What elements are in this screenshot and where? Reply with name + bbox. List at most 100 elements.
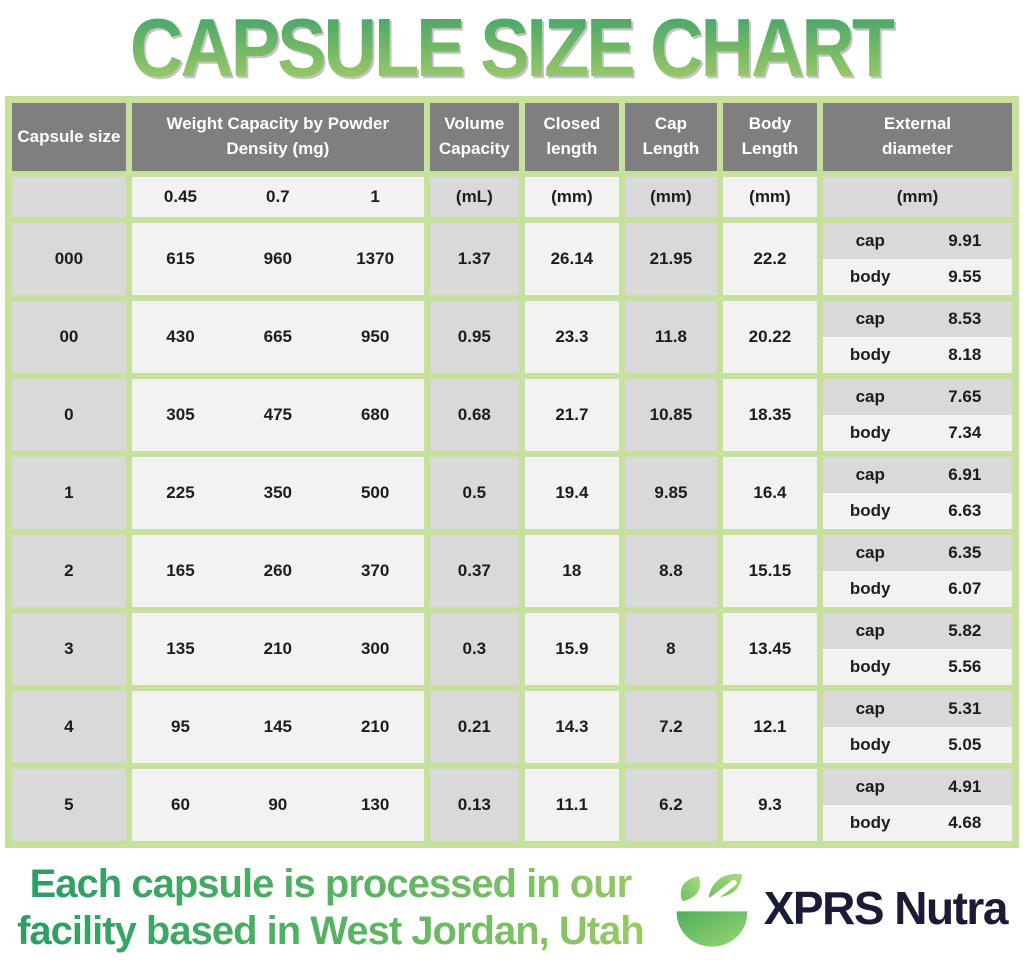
- brand-logo-lockup: XPRS Nutra: [670, 866, 1008, 950]
- capsule-size-cell: 00: [12, 301, 126, 373]
- external-body-row: body 6.63: [822, 493, 1012, 529]
- closed-length-cell: 18: [524, 535, 619, 607]
- external-diameter-cell: cap 7.65 body 7.34: [822, 379, 1012, 451]
- cap-diameter-value: 4.91: [948, 777, 982, 796]
- external-diameter-cell: cap 5.82 body 5.56: [822, 613, 1012, 685]
- unit-density-1: 1: [370, 187, 380, 206]
- weight-capacity-cell: 60 90 130: [131, 769, 424, 841]
- external-cap-row: cap 6.35: [822, 535, 1012, 571]
- weight-capacity-cell: 430 665 950: [131, 301, 424, 373]
- weight-1-value: 1370: [356, 249, 395, 268]
- external-diameter-cell: cap 6.91 body 6.63: [822, 457, 1012, 529]
- body-diameter-value: 8.18: [948, 345, 982, 364]
- body-length-cell: 13.45: [722, 613, 817, 685]
- cap-diameter-value: 6.35: [948, 543, 982, 562]
- cap-diameter-value: 8.53: [948, 309, 982, 328]
- cap-diameter-value: 7.65: [948, 387, 982, 406]
- external-diameter-cell: cap 8.53 body 8.18: [822, 301, 1012, 373]
- external-diameter-cell: cap 4.91 body 4.68: [822, 769, 1012, 841]
- body-length-cell: 22.2: [722, 223, 817, 295]
- weight-045-value: 95: [171, 717, 190, 736]
- cap-length-cell: 7.2: [624, 691, 717, 763]
- weight-07-value: 145: [263, 717, 292, 736]
- weight-07-value: 665: [263, 327, 292, 346]
- body-length-cell: 9.3: [722, 769, 817, 841]
- cap-length-cell: 8.8: [624, 535, 717, 607]
- header-body-length: Body Length: [722, 103, 817, 171]
- external-cap-row: cap 4.91: [822, 769, 1012, 805]
- cap-diameter-value: 5.82: [948, 621, 982, 640]
- external-cap-row: cap 6.91: [822, 457, 1012, 493]
- external-cap-row: cap 7.65: [822, 379, 1012, 415]
- capsule-size-cell: 000: [12, 223, 126, 295]
- external-body-row: body 4.68: [822, 805, 1012, 841]
- footer: Each capsule is processed in our facilit…: [0, 848, 1024, 966]
- body-diameter-value: 5.56: [948, 657, 982, 676]
- capsule-size-table: Capsule size Weight Capacity by Powder D…: [5, 96, 1019, 848]
- weight-045-value: 165: [166, 561, 195, 580]
- unit-body: (mm): [722, 177, 817, 217]
- body-label: body: [849, 345, 891, 364]
- external-body-row: body 8.18: [822, 337, 1012, 373]
- cap-label: cap: [855, 387, 885, 406]
- external-cap-row: cap 9.91: [822, 223, 1012, 259]
- weight-07-value: 350: [263, 483, 292, 502]
- body-label: body: [849, 267, 891, 286]
- body-diameter-value: 6.63: [948, 501, 982, 520]
- external-diameter-cell: cap 6.35 body 6.07: [822, 535, 1012, 607]
- weight-045-value: 305: [166, 405, 195, 424]
- weight-1-value: 500: [360, 483, 390, 502]
- external-body-row: body 7.34: [822, 415, 1012, 451]
- weight-capacity-cell: 225 350 500: [131, 457, 424, 529]
- body-length-cell: 16.4: [722, 457, 817, 529]
- closed-length-cell: 19.4: [524, 457, 619, 529]
- unit-volume: (mL): [429, 177, 519, 217]
- body-label: body: [849, 423, 891, 442]
- header-cap-length: Cap Length: [624, 103, 717, 171]
- cap-diameter-value: 6.91: [948, 465, 982, 484]
- volume-cell: 0.13: [429, 769, 519, 841]
- weight-045-value: 430: [166, 327, 195, 346]
- body-diameter-value: 5.05: [948, 735, 982, 754]
- cap-length-cell: 6.2: [624, 769, 717, 841]
- weight-045-value: 225: [166, 483, 195, 502]
- unit-cap: (mm): [624, 177, 717, 217]
- body-label: body: [849, 813, 891, 832]
- capsule-size-cell: 3: [12, 613, 126, 685]
- external-body-row: body 5.56: [822, 649, 1012, 685]
- weight-1-value: 300: [360, 639, 390, 658]
- weight-capacity-cell: 135 210 300: [131, 613, 424, 685]
- external-body-row: body 6.07: [822, 571, 1012, 607]
- volume-cell: 0.21: [429, 691, 519, 763]
- volume-cell: 1.37: [429, 223, 519, 295]
- weight-045-value: 60: [171, 795, 190, 814]
- external-body-row: body 9.55: [822, 259, 1012, 295]
- external-cap-row: cap 5.82: [822, 613, 1012, 649]
- capsule-size-cell: 4: [12, 691, 126, 763]
- capsule-size-cell: 0: [12, 379, 126, 451]
- cap-label: cap: [855, 465, 885, 484]
- header-weight-capacity: Weight Capacity by Powder Density (mg): [131, 103, 424, 171]
- cap-diameter-value: 9.91: [948, 231, 982, 250]
- weight-045-value: 135: [166, 639, 195, 658]
- weight-07-value: 260: [263, 561, 292, 580]
- header-external-diameter: External diameter: [822, 103, 1012, 171]
- unit-external: (mm): [822, 177, 1012, 217]
- cap-label: cap: [855, 309, 885, 328]
- weight-07-value: 960: [263, 249, 292, 268]
- weight-07-value: 475: [263, 405, 292, 424]
- body-length-cell: 15.15: [722, 535, 817, 607]
- header-capsule-size: Capsule size: [12, 103, 126, 171]
- capsule-size-cell: 5: [12, 769, 126, 841]
- external-cap-row: cap 8.53: [822, 301, 1012, 337]
- cap-length-cell: 8: [624, 613, 717, 685]
- closed-length-cell: 23.3: [524, 301, 619, 373]
- unit-closed: (mm): [524, 177, 619, 217]
- weight-1-value: 950: [360, 327, 390, 346]
- footer-tagline: Each capsule is processed in our facilit…: [17, 861, 644, 955]
- volume-cell: 0.95: [429, 301, 519, 373]
- body-diameter-value: 4.68: [948, 813, 982, 832]
- cap-length-cell: 11.8: [624, 301, 717, 373]
- closed-length-cell: 11.1: [524, 769, 619, 841]
- cap-length-cell: 9.85: [624, 457, 717, 529]
